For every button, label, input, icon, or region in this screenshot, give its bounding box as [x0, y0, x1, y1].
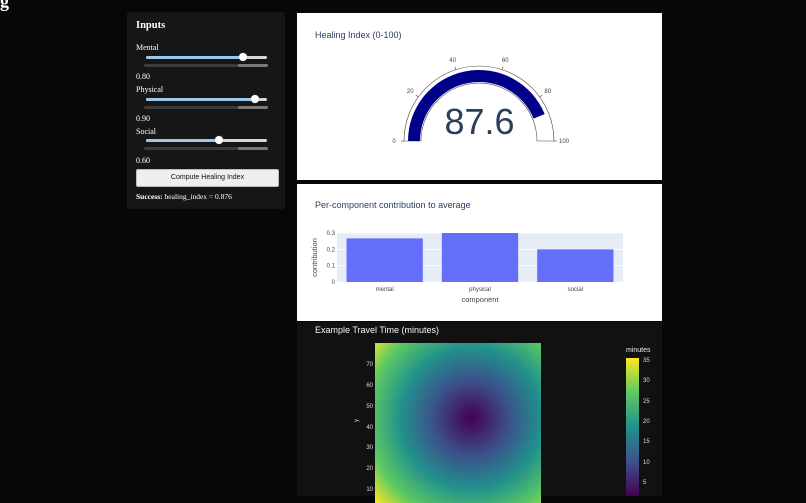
- inputs-title: Inputs: [136, 20, 166, 31]
- gauge-tick-label: 0: [392, 139, 396, 145]
- slider-label-physical: Physical: [136, 85, 164, 94]
- colorbar-tick-label: 35: [643, 358, 650, 365]
- status-text: healing_index = 0.876: [162, 192, 232, 201]
- y-tick-label: 0: [332, 280, 336, 286]
- colorbar-title: minutes: [626, 347, 651, 354]
- gauge-tick-label: 60: [502, 58, 509, 64]
- gauge-bar: [408, 69, 545, 141]
- y-tick-label: 0.1: [327, 264, 336, 270]
- heatmap-ylabel: y: [354, 419, 360, 422]
- social-slider[interactable]: [146, 136, 267, 144]
- physical-scrollbar[interactable]: [144, 106, 268, 109]
- bar-mental[interactable]: [346, 238, 423, 282]
- gauge-title: Healing Index (0-100): [315, 30, 402, 40]
- y-tick-label: 50: [366, 403, 373, 410]
- slider-thumb[interactable]: [214, 136, 223, 144]
- gauge-tick-label: 20: [407, 89, 414, 95]
- gauge-card: Healing Index (0-100) 0 20 40 60 80 100 87.6: [297, 13, 662, 180]
- y-tick-label: 70: [366, 362, 373, 369]
- gauge-value: 87.6: [444, 101, 515, 142]
- bar-chart-svg: 0 0.1 0.2 0.3 mental physical social component c…: [310, 231, 623, 304]
- slider-thumb[interactable]: [238, 53, 247, 61]
- y-tick-label: 60: [366, 383, 373, 389]
- colorbar-tick-label: 20: [643, 418, 650, 425]
- slider-value-physical: 0.90: [136, 114, 150, 123]
- bar-chart-title: Per-component contribution to average: [315, 200, 471, 210]
- slider-label-mental: Mental: [136, 43, 159, 52]
- mental-scrollbar[interactable]: [144, 64, 268, 67]
- gauge-tick: [415, 94, 419, 98]
- slider-fill: [146, 98, 255, 101]
- y-tick-label: 10: [366, 487, 373, 493]
- colorbar: [626, 358, 639, 496]
- bar-social[interactable]: [537, 249, 614, 282]
- mental-slider[interactable]: [146, 53, 267, 61]
- page-heading-cut: g: [0, 0, 9, 11]
- slider-thumb[interactable]: [250, 95, 259, 103]
- status-strong: Success:: [136, 192, 163, 201]
- heatmap-card: Example Travel Time (minutes) 10 20 30 40 50…: [297, 322, 662, 503]
- compute-healing-index-button[interactable]: Compute Healing Index: [136, 169, 279, 187]
- gauge-tick-label: 80: [544, 89, 551, 95]
- y-axis-label: contribution: [310, 238, 319, 277]
- bar-physical[interactable]: [441, 233, 519, 282]
- inputs-panel: Inputs Mental 0.80 Physical 0.90 Social …: [127, 12, 285, 209]
- physical-slider[interactable]: [146, 95, 267, 103]
- slider-value-social: 0.60: [136, 156, 150, 165]
- gauge-tick-label: 100: [559, 139, 570, 145]
- gauge-svg: 0 20 40 60 80 100: [392, 58, 570, 145]
- heatmap-title: Example Travel Time (minutes): [315, 325, 440, 335]
- gauge-tick: [501, 66, 504, 70]
- y-tick-label: 30: [366, 445, 373, 452]
- x-axis-label: component: [461, 295, 499, 304]
- gauge-tick: [454, 66, 457, 70]
- slider-value-mental: 0.80: [136, 72, 150, 81]
- y-tick-label: 0.3: [327, 231, 336, 237]
- colorbar-tick-label: 30: [643, 378, 650, 385]
- x-tick-label: physical: [469, 287, 491, 293]
- status-message: Success: healing_index = 0.876: [136, 192, 232, 201]
- slider-fill: [146, 56, 243, 59]
- colorbar-tick-label: 15: [643, 439, 650, 446]
- gauge-tick: [539, 94, 543, 98]
- x-tick-label: social: [568, 287, 583, 293]
- colorbar-tick-label: 5: [643, 479, 647, 486]
- heatmap-plot[interactable]: [375, 343, 541, 503]
- y-tick-label: 0.2: [327, 247, 336, 253]
- slider-fill: [146, 139, 219, 142]
- x-tick-label: mental: [376, 287, 394, 293]
- y-tick-label: 20: [366, 466, 373, 473]
- colorbar-tick-label: 25: [643, 398, 650, 405]
- social-scrollbar[interactable]: [144, 147, 268, 150]
- gauge-tick-label: 40: [449, 58, 456, 64]
- slider-label-social: Social: [136, 127, 156, 136]
- y-tick-label: 40: [366, 424, 373, 431]
- colorbar-tick-label: 10: [643, 459, 650, 466]
